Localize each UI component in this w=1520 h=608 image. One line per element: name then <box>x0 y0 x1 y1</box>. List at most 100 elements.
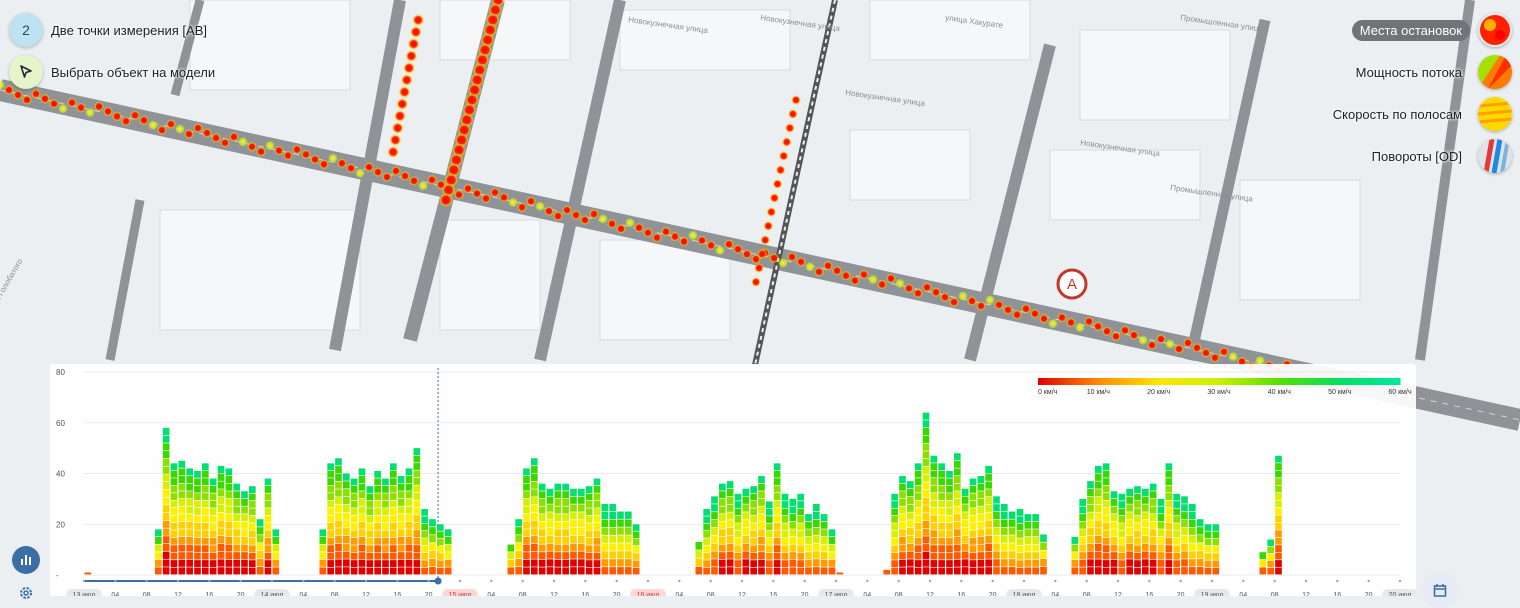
histogram-bar[interactable] <box>954 453 961 575</box>
histogram-bar[interactable] <box>625 511 632 575</box>
histogram-bar[interactable] <box>1095 465 1102 575</box>
histogram-bar[interactable] <box>938 463 945 575</box>
histogram-bar[interactable] <box>1126 488 1133 575</box>
layer-flow-power[interactable]: Мощность потока <box>1348 55 1512 89</box>
time-slider-handle[interactable] <box>434 577 442 585</box>
histogram-bar[interactable] <box>1181 496 1188 575</box>
histogram-bar[interactable] <box>1204 524 1212 575</box>
histogram-bar[interactable] <box>350 478 358 575</box>
histogram-bar[interactable] <box>194 470 201 575</box>
histogram-bar[interactable] <box>1110 491 1118 575</box>
histogram-bar[interactable] <box>554 483 562 575</box>
histogram-bar[interactable] <box>1102 463 1110 575</box>
histogram-bar[interactable] <box>1267 539 1274 575</box>
histogram-bar[interactable] <box>249 486 256 575</box>
histogram-bar[interactable] <box>703 509 710 575</box>
histogram-bar[interactable] <box>562 483 569 575</box>
histogram-bar[interactable] <box>413 448 421 575</box>
histogram-bar[interactable] <box>1189 503 1196 575</box>
histogram-bar[interactable] <box>601 503 609 575</box>
histogram-bar[interactable] <box>421 509 428 575</box>
histogram-bar[interactable] <box>719 483 726 575</box>
histogram-bar[interactable] <box>546 488 554 575</box>
histogram-bar[interactable] <box>374 470 381 575</box>
chart-toggle-button[interactable] <box>12 546 40 574</box>
histogram-bar[interactable] <box>531 458 538 575</box>
histogram-bar[interactable] <box>1079 498 1086 575</box>
histogram-bar[interactable] <box>84 572 92 575</box>
histogram-bar[interactable] <box>585 486 593 575</box>
layer-lane-speed[interactable]: Скорость по полосам <box>1325 97 1512 131</box>
histogram-bar[interactable] <box>272 529 280 575</box>
select-object-tool[interactable]: Выбрать объект на модели <box>9 55 215 89</box>
histogram-bar[interactable] <box>444 529 452 575</box>
two-point-measure-tool[interactable]: 2 Две точки измерения [АВ] <box>9 13 207 47</box>
histogram-bar[interactable] <box>734 493 742 575</box>
histogram-bar[interactable] <box>1196 519 1204 575</box>
histogram-bar[interactable] <box>593 478 601 575</box>
histogram-bar[interactable] <box>225 468 233 575</box>
histogram-bar[interactable] <box>930 455 938 575</box>
histogram-bar[interactable] <box>382 478 389 575</box>
histogram-bar[interactable] <box>1071 536 1079 575</box>
settings-button[interactable] <box>13 580 39 606</box>
histogram-bar[interactable] <box>170 463 178 575</box>
histogram-bar[interactable] <box>914 463 922 575</box>
histogram-bar[interactable] <box>695 542 703 575</box>
histogram-bar[interactable] <box>1016 509 1024 575</box>
histogram-bar[interactable] <box>1024 514 1032 575</box>
histogram-bar[interactable] <box>209 478 217 575</box>
stops-heatmap-icon[interactable] <box>1478 13 1512 47</box>
histogram-bar[interactable] <box>985 465 992 575</box>
histogram-bar[interactable] <box>1040 534 1047 575</box>
histogram-bar[interactable] <box>805 514 812 575</box>
histogram-bar[interactable] <box>241 491 248 575</box>
histogram-bar[interactable] <box>162 427 170 575</box>
histogram-bar[interactable] <box>1165 463 1173 575</box>
histogram-bar[interactable] <box>977 476 985 575</box>
histogram-bar[interactable] <box>429 519 436 575</box>
histogram-bar[interactable] <box>828 529 836 575</box>
histogram-bar[interactable] <box>789 498 797 575</box>
cursor-arrow-icon[interactable] <box>9 55 43 89</box>
histogram-bar[interactable] <box>1173 493 1180 575</box>
histogram-bar[interactable] <box>820 514 828 575</box>
histogram-bar[interactable] <box>538 483 546 575</box>
histogram-bar[interactable] <box>335 458 342 575</box>
histogram-bar[interactable] <box>570 488 577 575</box>
histogram-bar[interactable] <box>264 478 272 575</box>
histogram-bar[interactable] <box>1212 524 1220 575</box>
measure-index-badge[interactable]: 2 <box>9 13 43 47</box>
histogram-bar[interactable] <box>781 493 789 575</box>
histogram-bar[interactable] <box>1118 493 1126 575</box>
histogram-bar[interactable] <box>609 503 616 575</box>
histogram-bar[interactable] <box>1032 514 1039 575</box>
histogram-bar[interactable] <box>711 496 718 575</box>
histogram-bar[interactable] <box>766 501 773 575</box>
histogram-bar[interactable] <box>515 519 522 575</box>
histogram-bar[interactable] <box>437 524 444 575</box>
histogram-bar[interactable] <box>390 463 397 575</box>
histogram-bar[interactable] <box>233 483 240 575</box>
histogram-bar[interactable] <box>1142 488 1149 575</box>
histogram-bar[interactable] <box>1001 503 1008 575</box>
point-a-marker[interactable]: A <box>1056 268 1088 300</box>
histogram-bar[interactable] <box>922 412 930 575</box>
histogram-bar[interactable] <box>202 463 209 575</box>
histogram-bar[interactable] <box>758 476 765 575</box>
lane-speed-icon[interactable] <box>1478 97 1512 131</box>
histogram-bar[interactable] <box>1157 498 1165 575</box>
histogram-bar[interactable] <box>742 488 750 575</box>
histogram-bar[interactable] <box>726 481 734 575</box>
histogram-bar[interactable] <box>891 493 898 575</box>
calendar-button[interactable] <box>1422 572 1458 608</box>
histogram-bar[interactable] <box>256 519 264 575</box>
histogram-bar[interactable] <box>1134 486 1141 575</box>
histogram-bar[interactable] <box>883 569 891 575</box>
histogram-bar[interactable] <box>993 496 1000 575</box>
histogram-bar[interactable] <box>836 572 844 575</box>
histogram-bar[interactable] <box>523 468 530 575</box>
histogram-bar[interactable] <box>1275 455 1282 575</box>
histogram-bar[interactable] <box>507 544 515 575</box>
histogram-bar[interactable] <box>632 524 640 575</box>
